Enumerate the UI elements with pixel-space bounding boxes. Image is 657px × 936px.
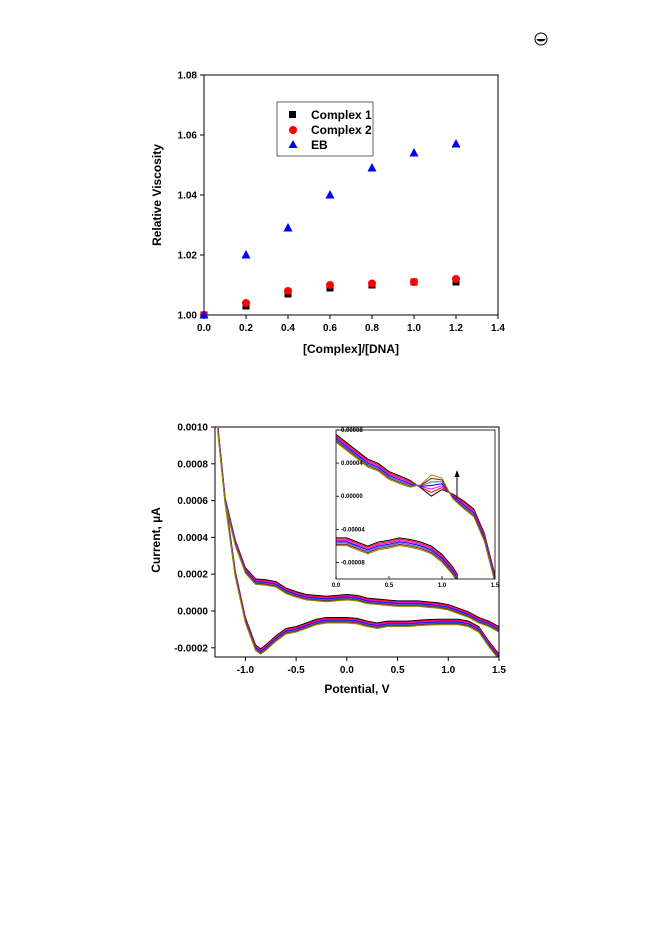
voltammogram-y-axis-label: Current, µA: [149, 507, 163, 573]
voltammogram-x-tick-label: -0.5: [288, 665, 306, 676]
viscosity-y-tick-label: 1.08: [178, 71, 198, 82]
voltammogram-x-tick-label: 1.0: [441, 665, 455, 676]
inset-reverse-scan-curve: [336, 545, 457, 579]
voltammogram-forward-scan-curve: [217, 428, 499, 629]
voltammogram-forward-scan-curve: [217, 433, 499, 633]
viscosity-y-tick-label: 1.02: [178, 251, 198, 262]
voltammogram-y-tick-label: 0.0010: [177, 423, 208, 434]
voltammogram-x-axis-label: Potential, V: [324, 682, 389, 696]
viscosity-x-tick-label: 1.2: [449, 323, 463, 334]
inset-reverse-scan-curve: [336, 539, 459, 578]
viscosity-legend: Complex 1 Complex 2 EB: [276, 101, 374, 157]
voltammogram-y-tick-label: 0.0008: [177, 459, 208, 470]
voltammogram-inset: -0.00008 -0.00004 0.00000 0.00004 0.00008 0.…: [332, 428, 500, 589]
viscosity-data-points: [199, 139, 461, 319]
legend-label-complex-1: Complex 1: [311, 108, 372, 122]
inset-x-tick-label: 0.5: [385, 583, 394, 589]
voltammogram-forward-scan-curve: [217, 432, 499, 632]
inset-curves: [336, 434, 495, 579]
viscosity-y-tick-label: 1.06: [178, 131, 198, 142]
voltammogram-reverse-scan-curve: [217, 431, 499, 657]
point-eb: [325, 190, 335, 199]
inset-y-ticks: -0.00008 -0.00004 0.00000 0.00004 0.00008: [336, 428, 365, 566]
inset-reverse-scan-curve: [336, 537, 459, 576]
point-eb: [451, 139, 461, 148]
viscosity-x-tick-label: 0.0: [197, 323, 211, 334]
voltammogram-y-tick-label: 0.0004: [177, 533, 208, 544]
voltammogram-y-tick-label: 0.0000: [177, 607, 208, 618]
viscosity-x-tick-label: 0.2: [239, 323, 253, 334]
voltammogram-reverse-scan-curve: [217, 427, 499, 655]
point-complex-2: [368, 279, 376, 288]
voltammogram-reverse-scan-curve: [217, 432, 499, 657]
inset-x-tick-label: 1.0: [438, 583, 447, 589]
viscosity-y-axis-label: Relative Viscosity: [150, 144, 164, 246]
point-complex-2: [326, 281, 334, 289]
voltammogram-x-tick-label: -1.0: [237, 665, 255, 676]
viscosity-x-tick-label: 0.8: [365, 323, 379, 334]
inset-y-tick-label: 0.00004: [341, 461, 363, 467]
inset-x-tick-label: 0.0: [332, 583, 341, 589]
legend-label-eb: EB: [311, 138, 328, 152]
voltammogram-plot-frame: [214, 426, 500, 658]
viscosity-x-ticks: 0.0 0.2 0.4 0.6 0.8 1.0 1.2 1.4: [197, 315, 505, 334]
inset-frame: [335, 429, 496, 580]
voltammogram-y-tick-label: 0.0006: [177, 496, 208, 507]
point-complex-2: [410, 278, 418, 286]
voltammogram-x-tick-label: 0.5: [391, 665, 405, 676]
viscosity-y-tick-label: 1.04: [178, 191, 198, 202]
point-eb: [199, 310, 209, 319]
inset-x-ticks: 0.0 0.5 1.0 1.5: [332, 576, 500, 589]
voltammogram-reverse-scan-curve: [217, 428, 499, 656]
voltammogram-forward-scan-curve: [217, 429, 499, 629]
viscosity-x-tick-label: 1.4: [491, 323, 505, 334]
inset-y-tick-label: 0.00000: [341, 494, 363, 500]
voltammogram-reverse-scan-curve: [217, 429, 499, 657]
inset-y-tick-label: 0.00008: [341, 428, 363, 434]
legend-marker-eb: [288, 140, 298, 148]
viscosity-y-tick-label: 1.00: [178, 311, 198, 322]
viscosity-x-tick-label: 0.6: [323, 323, 337, 334]
voltammogram-x-ticks: -1.0 -0.5 0.0 0.5 1.0 1.5: [237, 657, 506, 676]
inset-forward-scan-curve: [336, 441, 495, 579]
inset-reverse-scan-curve: [336, 541, 459, 579]
cyclic-voltammogram-chart: -0.0002 0.0000 0.0002 0.0004 0.0006 0.0008 0.0…: [149, 423, 506, 697]
inset-reverse-scan-curve: [336, 543, 457, 579]
inset-y-tick-label: -0.00004: [341, 527, 365, 533]
legend-label-complex-2: Complex 2: [311, 123, 372, 137]
legend-marker-complex-2: [289, 126, 297, 134]
point-complex-2: [242, 299, 250, 307]
voltammogram-reverse-scan-curve: [217, 433, 498, 657]
inset-up-arrow: [454, 470, 460, 498]
point-complex-2: [452, 275, 460, 283]
voltammogram-forward-scan-curve: [217, 431, 499, 631]
viscosity-x-axis-label: [Complex]/[DNA]: [303, 342, 399, 356]
voltammogram-reverse-scan-curve: [217, 430, 499, 657]
viscosity-x-tick-label: 0.4: [281, 323, 295, 334]
voltammogram-y-ticks: -0.0002 0.0000 0.0002 0.0004 0.0006 0.0008 0.0…: [174, 423, 215, 654]
voltammogram-x-tick-label: 0.0: [340, 665, 354, 676]
viscosity-x-tick-label: 1.0: [407, 323, 421, 334]
viscosity-chart: 1.00 1.02 1.04 1.06 1.08 0.0 0.2 0.4 0.6 0.8 1.0 1…: [150, 71, 505, 357]
voltammogram-x-tick-label: 1.5: [492, 665, 506, 676]
inset-reverse-scan-curve: [336, 542, 458, 579]
point-eb: [241, 250, 251, 259]
copyright-like-circle-icon: [534, 32, 548, 46]
voltammogram-forward-scan-curve: [217, 430, 499, 630]
inset-reverse-scan-curve: [336, 538, 459, 577]
voltammogram-y-tick-label: 0.0002: [177, 570, 208, 581]
voltammogram-forward-scan-curve: [217, 427, 499, 628]
point-eb: [283, 223, 293, 232]
legend-marker-complex-1: [289, 111, 296, 118]
inset-x-tick-label: 1.5: [491, 583, 500, 589]
inset-y-tick-label: -0.00008: [341, 560, 365, 566]
point-eb: [409, 148, 419, 157]
viscosity-y-ticks: 1.00 1.02 1.04 1.06 1.08: [178, 71, 204, 322]
voltammogram-curves: [217, 427, 499, 657]
voltammogram-y-tick-label: -0.0002: [174, 643, 208, 654]
point-eb: [367, 163, 377, 172]
point-complex-2: [284, 287, 292, 295]
